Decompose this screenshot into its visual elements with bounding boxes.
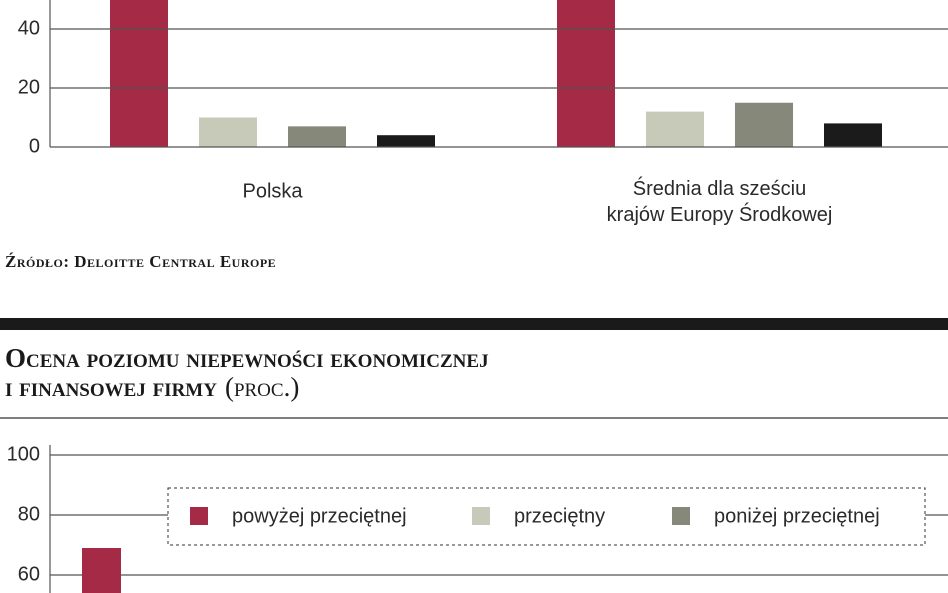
bar bbox=[735, 102, 793, 147]
x-tick-label: Średnia dla sześciu krajów Europy Środkow… bbox=[607, 176, 833, 226]
chart-title: i finansowej firmy (proc.) bbox=[5, 372, 299, 402]
plot bbox=[110, 0, 882, 147]
legend-label: poniżej przeciętnej bbox=[714, 505, 880, 527]
source: Źródło: Deloitte Central Europe bbox=[5, 252, 276, 271]
y-tick-label: 100 bbox=[7, 443, 40, 465]
y-tick-label: 0 bbox=[29, 135, 40, 157]
y-tick-label: 40 bbox=[18, 17, 40, 39]
label-line: krajów Europy Środkowej bbox=[607, 202, 833, 226]
label-line: Średnia dla sześciu bbox=[633, 176, 806, 200]
bar bbox=[199, 117, 257, 147]
bar bbox=[646, 111, 704, 147]
divider bbox=[0, 318, 948, 330]
legend-label: przeciętny bbox=[514, 505, 605, 527]
legend-swatch bbox=[472, 507, 490, 525]
chart-title-line: i finansowej firmy bbox=[5, 372, 217, 402]
chart-title: Ocena poziomu niepewności ekonomicznej bbox=[5, 343, 489, 373]
bar bbox=[110, 0, 168, 147]
legend-box bbox=[167, 487, 926, 546]
unit: (proc.) bbox=[225, 372, 299, 402]
y-tick-label: 20 bbox=[18, 76, 40, 98]
legend-swatch bbox=[672, 507, 690, 525]
bar bbox=[377, 135, 435, 147]
legend-swatch bbox=[190, 507, 208, 525]
legend-label: powyżej przeciętnej bbox=[232, 505, 407, 527]
bar bbox=[82, 548, 121, 593]
bar bbox=[557, 0, 615, 147]
y-tick-label: 60 bbox=[18, 563, 40, 585]
bar bbox=[824, 123, 882, 147]
bar bbox=[288, 126, 346, 147]
y-tick-label: 80 bbox=[18, 503, 40, 525]
x-tick-label: Polska bbox=[242, 180, 303, 202]
